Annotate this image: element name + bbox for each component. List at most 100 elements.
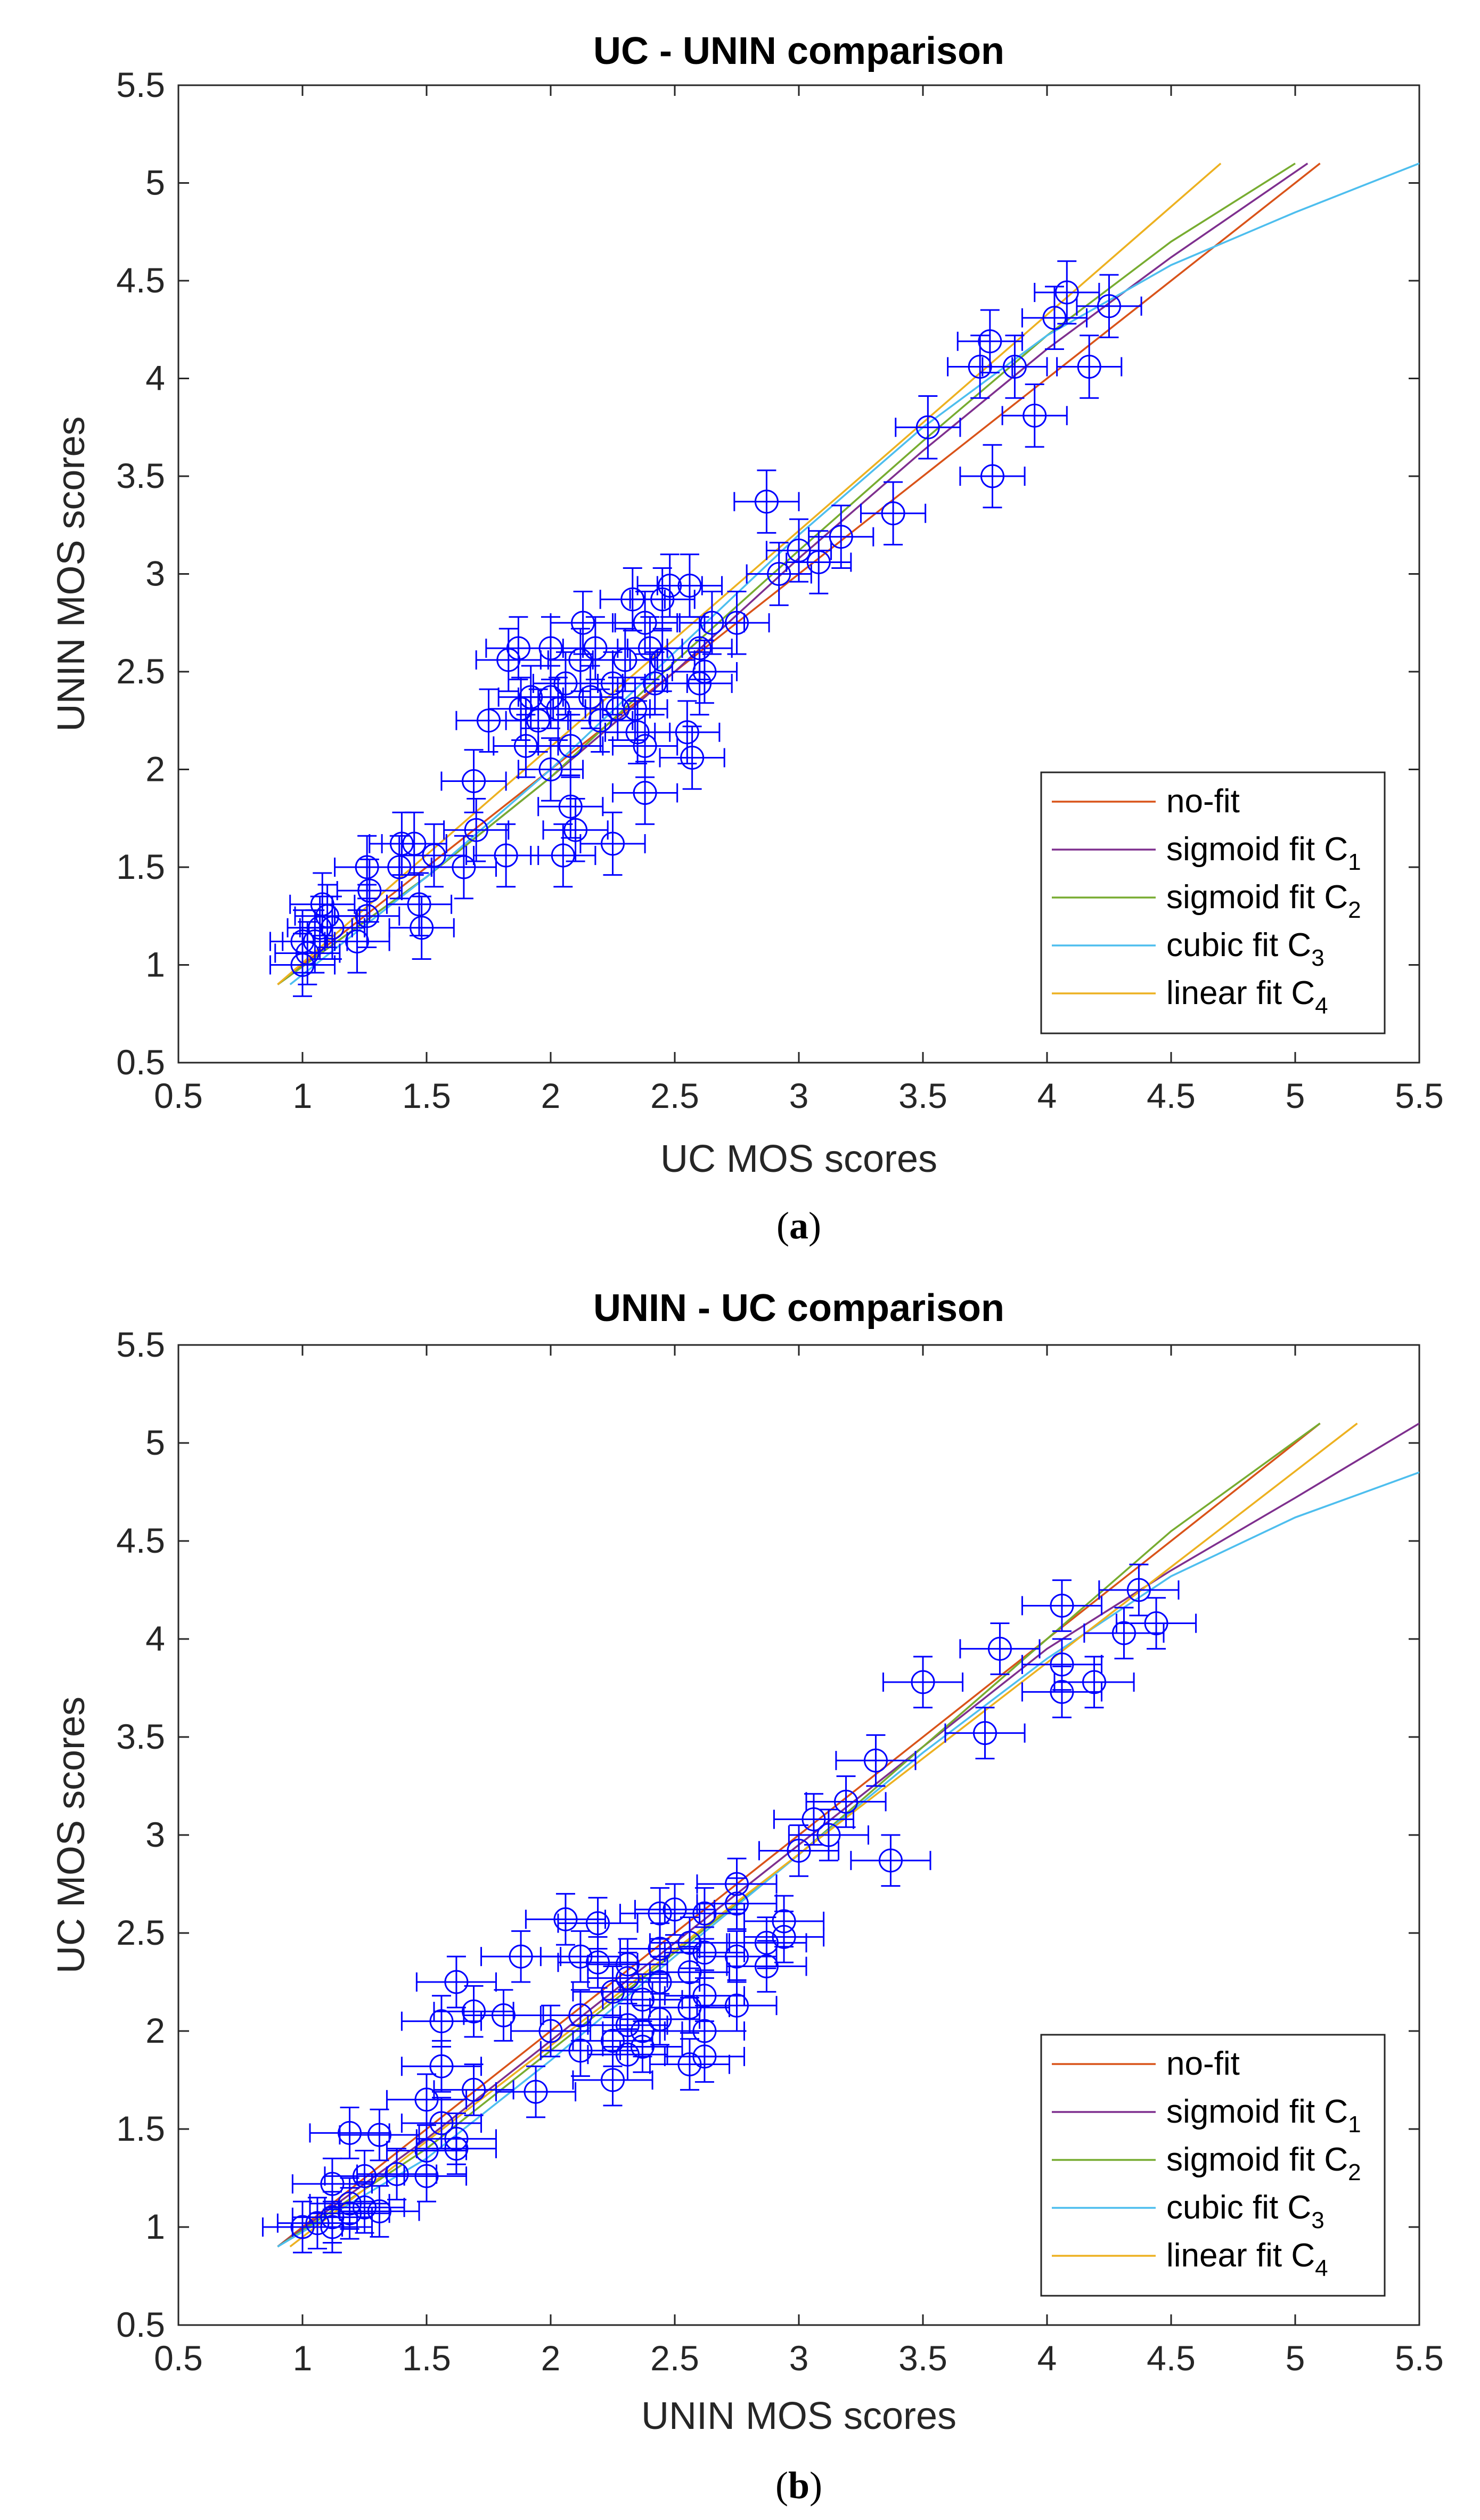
data-point — [473, 823, 539, 888]
marker-circle — [802, 1807, 826, 1832]
marker-circle — [692, 659, 717, 684]
legend-label: linear fit C4 — [1166, 975, 1328, 1019]
data-point — [1053, 1655, 1135, 1709]
data-point — [808, 504, 874, 569]
marker-circle — [633, 733, 657, 758]
marker-circle — [1144, 1611, 1168, 1636]
y-tick-label: 3.5 — [116, 1717, 165, 1756]
x-tick-label: 5.5 — [1395, 2338, 1444, 2378]
legend-label-subscript: 2 — [1348, 2159, 1361, 2185]
x-tick-label: 5 — [1286, 1076, 1305, 1115]
marker-circle — [829, 525, 853, 549]
marker-circle — [816, 1823, 841, 1847]
data-point — [572, 1966, 653, 2018]
marker-circle — [1054, 280, 1079, 305]
data-point — [433, 2064, 514, 2116]
marker-circle — [462, 1999, 486, 2024]
data-point — [309, 2107, 390, 2159]
data-point — [649, 2038, 731, 2091]
data-point — [895, 395, 961, 460]
legend-label-subscript: 1 — [1348, 849, 1361, 875]
legend-label: sigmoid fit C1 — [1166, 2093, 1361, 2138]
data-point — [959, 1622, 1041, 1675]
data-point — [671, 639, 738, 704]
legend-label-text: sigmoid fit C — [1166, 2141, 1348, 2178]
fit-line — [277, 1471, 1419, 2248]
marker-circle — [1097, 294, 1121, 319]
data-point — [572, 2053, 653, 2107]
marker-circle — [1050, 1593, 1074, 1618]
marker-circle — [464, 818, 488, 842]
legend-label-text: linear fit C — [1166, 975, 1315, 1012]
marker-circle — [494, 843, 518, 868]
marker-circle — [553, 671, 578, 696]
marker-circle — [601, 1979, 625, 2004]
marker-circle — [980, 464, 1004, 488]
marker-circle — [650, 587, 675, 611]
legend-label: cubic fit C3 — [1166, 927, 1324, 971]
marker-circle — [355, 904, 379, 928]
legend-label-subscript: 1 — [1348, 2111, 1361, 2138]
data-point — [704, 591, 770, 655]
y-tick-label: 2.5 — [116, 1913, 165, 1952]
data-point — [356, 2148, 438, 2200]
marker-circle — [410, 916, 434, 940]
data-point — [579, 651, 646, 716]
data-point — [388, 895, 455, 960]
legend-label-text: cubic fit C — [1166, 2189, 1311, 2226]
legend-label-subscript: 4 — [1315, 993, 1328, 1019]
y-tick-label: 2 — [145, 749, 165, 789]
marker-circle — [568, 2003, 593, 2028]
marker-circle — [1111, 1621, 1136, 1645]
caption-open: ( — [776, 1204, 789, 1247]
x-tick-label: 0.5 — [154, 1076, 203, 1115]
data-point — [746, 542, 812, 606]
y-tick-label: 3 — [145, 554, 165, 593]
legend-label-text: no-fit — [1166, 783, 1240, 820]
x-tick-label: 4.5 — [1147, 2338, 1196, 2378]
y-tick-label: 2.5 — [116, 651, 165, 691]
data-point — [786, 530, 852, 594]
data-point — [400, 823, 468, 888]
x-tick-label: 2 — [541, 2338, 561, 2378]
data-point — [629, 627, 696, 692]
marker-circle — [675, 720, 699, 745]
legend-label-text: no-fit — [1166, 2045, 1240, 2082]
panel-a: 0.5 1 1.5 2 2.5 3 3.5 4 4.5 5 5.5 0.5 1 1.5 2 2.5 3 3.5 4 4… — [50, 30, 1444, 1247]
legend-label: no-fit — [1166, 2045, 1240, 2082]
marker-circle — [725, 1993, 749, 2018]
marker-circle — [630, 1987, 655, 2012]
marker-circle — [863, 1748, 888, 1773]
marker-circle — [978, 329, 1002, 354]
data-points — [261, 1563, 1197, 2254]
data-point — [1021, 286, 1088, 350]
data-point — [400, 2097, 483, 2150]
data-point — [1034, 260, 1100, 325]
data-point — [959, 444, 1026, 509]
legend-label: cubic fit C3 — [1166, 2189, 1324, 2233]
panel-caption: (a) — [776, 1204, 821, 1247]
chart-title: UNIN - UC comparison — [593, 1287, 1004, 1330]
legend-label-subscript: 3 — [1311, 2207, 1324, 2233]
x-tick-label: 3.5 — [898, 2338, 947, 2378]
data-point — [339, 2108, 420, 2162]
data-point — [517, 737, 584, 802]
marker-circle — [677, 1930, 702, 1955]
data-point — [656, 553, 723, 618]
marker-circle — [650, 648, 675, 672]
legend-label-text: cubic fit C — [1166, 927, 1311, 964]
marker-circle — [444, 2126, 469, 2151]
data-point — [659, 725, 725, 790]
data-point — [339, 2185, 420, 2238]
marker-circle — [1077, 354, 1101, 379]
data-point — [433, 1985, 514, 2038]
data-point — [944, 1707, 1026, 1759]
y-tick-label: 0.5 — [116, 2305, 165, 2344]
y-tick-label: 4.5 — [116, 1521, 165, 1560]
marker-circle — [429, 2111, 454, 2135]
marker-circle — [633, 781, 657, 805]
data-point — [440, 749, 507, 813]
y-axis-label: UC MOS scores — [50, 1697, 93, 1973]
